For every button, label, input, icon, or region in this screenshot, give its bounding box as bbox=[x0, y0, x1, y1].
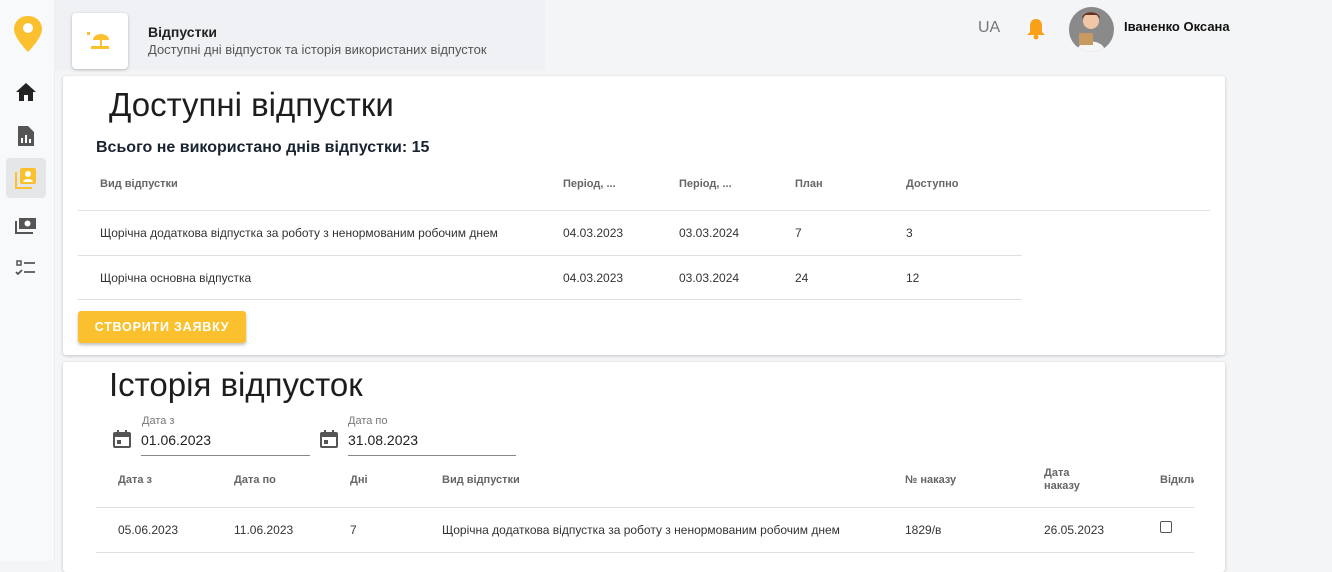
cell-period-from: 04.03.2023 bbox=[563, 226, 624, 240]
date-to-input[interactable]: 31.08.2023 bbox=[348, 432, 516, 456]
page-subtitle: Доступні дні відпусток та історія викори… bbox=[148, 42, 487, 57]
col-period-to[interactable]: Період, ... bbox=[679, 178, 732, 190]
page-title: Відпустки bbox=[148, 24, 218, 40]
history-card: Історія відпусток Дата з 01.06.2023 Дата… bbox=[63, 362, 1225, 572]
cell-available: 12 bbox=[906, 271, 920, 285]
cell-period-to: 03.03.2024 bbox=[679, 271, 740, 285]
cell-order-date: 26.05.2023 bbox=[1044, 523, 1105, 537]
cell-plan: 7 bbox=[795, 226, 802, 240]
beach-icon bbox=[72, 13, 128, 69]
col-recalled[interactable]: Відкли bbox=[1160, 474, 1194, 486]
date-from-input[interactable]: 01.06.2023 bbox=[141, 432, 310, 456]
sidebar-item-tasks[interactable] bbox=[6, 248, 46, 288]
history-title: Історія відпусток bbox=[109, 366, 363, 403]
report-icon bbox=[18, 126, 34, 146]
checklist-icon bbox=[15, 260, 35, 276]
total-unused: Всього не використано днів відпустки: 15 bbox=[96, 139, 430, 156]
col-days[interactable]: Дні bbox=[350, 474, 368, 486]
available-vacations-card: Доступні відпустки Всього не використано… bbox=[63, 76, 1225, 355]
bell-icon[interactable] bbox=[1026, 18, 1046, 45]
cell-period-to: 03.03.2024 bbox=[679, 226, 740, 240]
available-title: Доступні відпустки bbox=[109, 86, 394, 123]
sidebar-item-vacations[interactable] bbox=[6, 158, 46, 198]
user-name[interactable]: Іваненко Оксана bbox=[1124, 19, 1230, 34]
home-icon bbox=[16, 83, 36, 101]
col-order-no[interactable]: № наказу bbox=[905, 474, 957, 486]
date-to-label: Дата по bbox=[348, 415, 388, 427]
cell-type: Щорічна додаткова відпустка за роботу з … bbox=[442, 523, 840, 537]
cell-type: Щорічна основна відпустка bbox=[100, 271, 252, 285]
calendar-icon[interactable] bbox=[320, 430, 338, 453]
cell-date-to: 11.06.2023 bbox=[234, 523, 294, 537]
page-header bbox=[55, 0, 545, 70]
logo-icon bbox=[14, 16, 42, 57]
cell-date-from: 05.06.2023 bbox=[118, 523, 179, 537]
vacation-profile-icon bbox=[15, 168, 36, 189]
col-type[interactable]: Вид відпустки bbox=[100, 178, 178, 190]
cell-period-from: 04.03.2023 bbox=[563, 271, 624, 285]
avatar[interactable] bbox=[1069, 7, 1114, 52]
col-period-from[interactable]: Період, ... bbox=[563, 178, 616, 190]
cell-available: 3 bbox=[906, 226, 913, 240]
language-switch[interactable]: UA bbox=[978, 19, 1001, 36]
col-date-to[interactable]: Дата по bbox=[234, 474, 276, 486]
cell-order-no: 1829/в bbox=[905, 523, 942, 537]
col-available[interactable]: Доступно bbox=[906, 178, 959, 190]
sidebar-item-home[interactable] bbox=[6, 72, 46, 112]
date-from-label: Дата з bbox=[142, 415, 175, 427]
sidebar bbox=[0, 0, 55, 561]
calendar-icon[interactable] bbox=[113, 430, 131, 453]
money-icon bbox=[15, 218, 36, 234]
recalled-checkbox[interactable] bbox=[1160, 521, 1172, 533]
col-order-date[interactable]: Дата наказу bbox=[1044, 467, 1080, 492]
col-plan[interactable]: План bbox=[795, 178, 823, 190]
cell-plan: 24 bbox=[795, 271, 809, 285]
col-type[interactable]: Вид відпустки bbox=[442, 474, 520, 486]
create-request-button[interactable]: СТВОРИТИ ЗАЯВКУ bbox=[78, 311, 246, 343]
sidebar-item-payments[interactable] bbox=[6, 206, 46, 246]
col-date-from[interactable]: Дата з bbox=[118, 474, 152, 486]
cell-type: Щорічна додаткова відпустка за роботу з … bbox=[100, 226, 498, 240]
sidebar-item-reports[interactable] bbox=[6, 116, 46, 156]
cell-days: 7 bbox=[350, 523, 357, 537]
